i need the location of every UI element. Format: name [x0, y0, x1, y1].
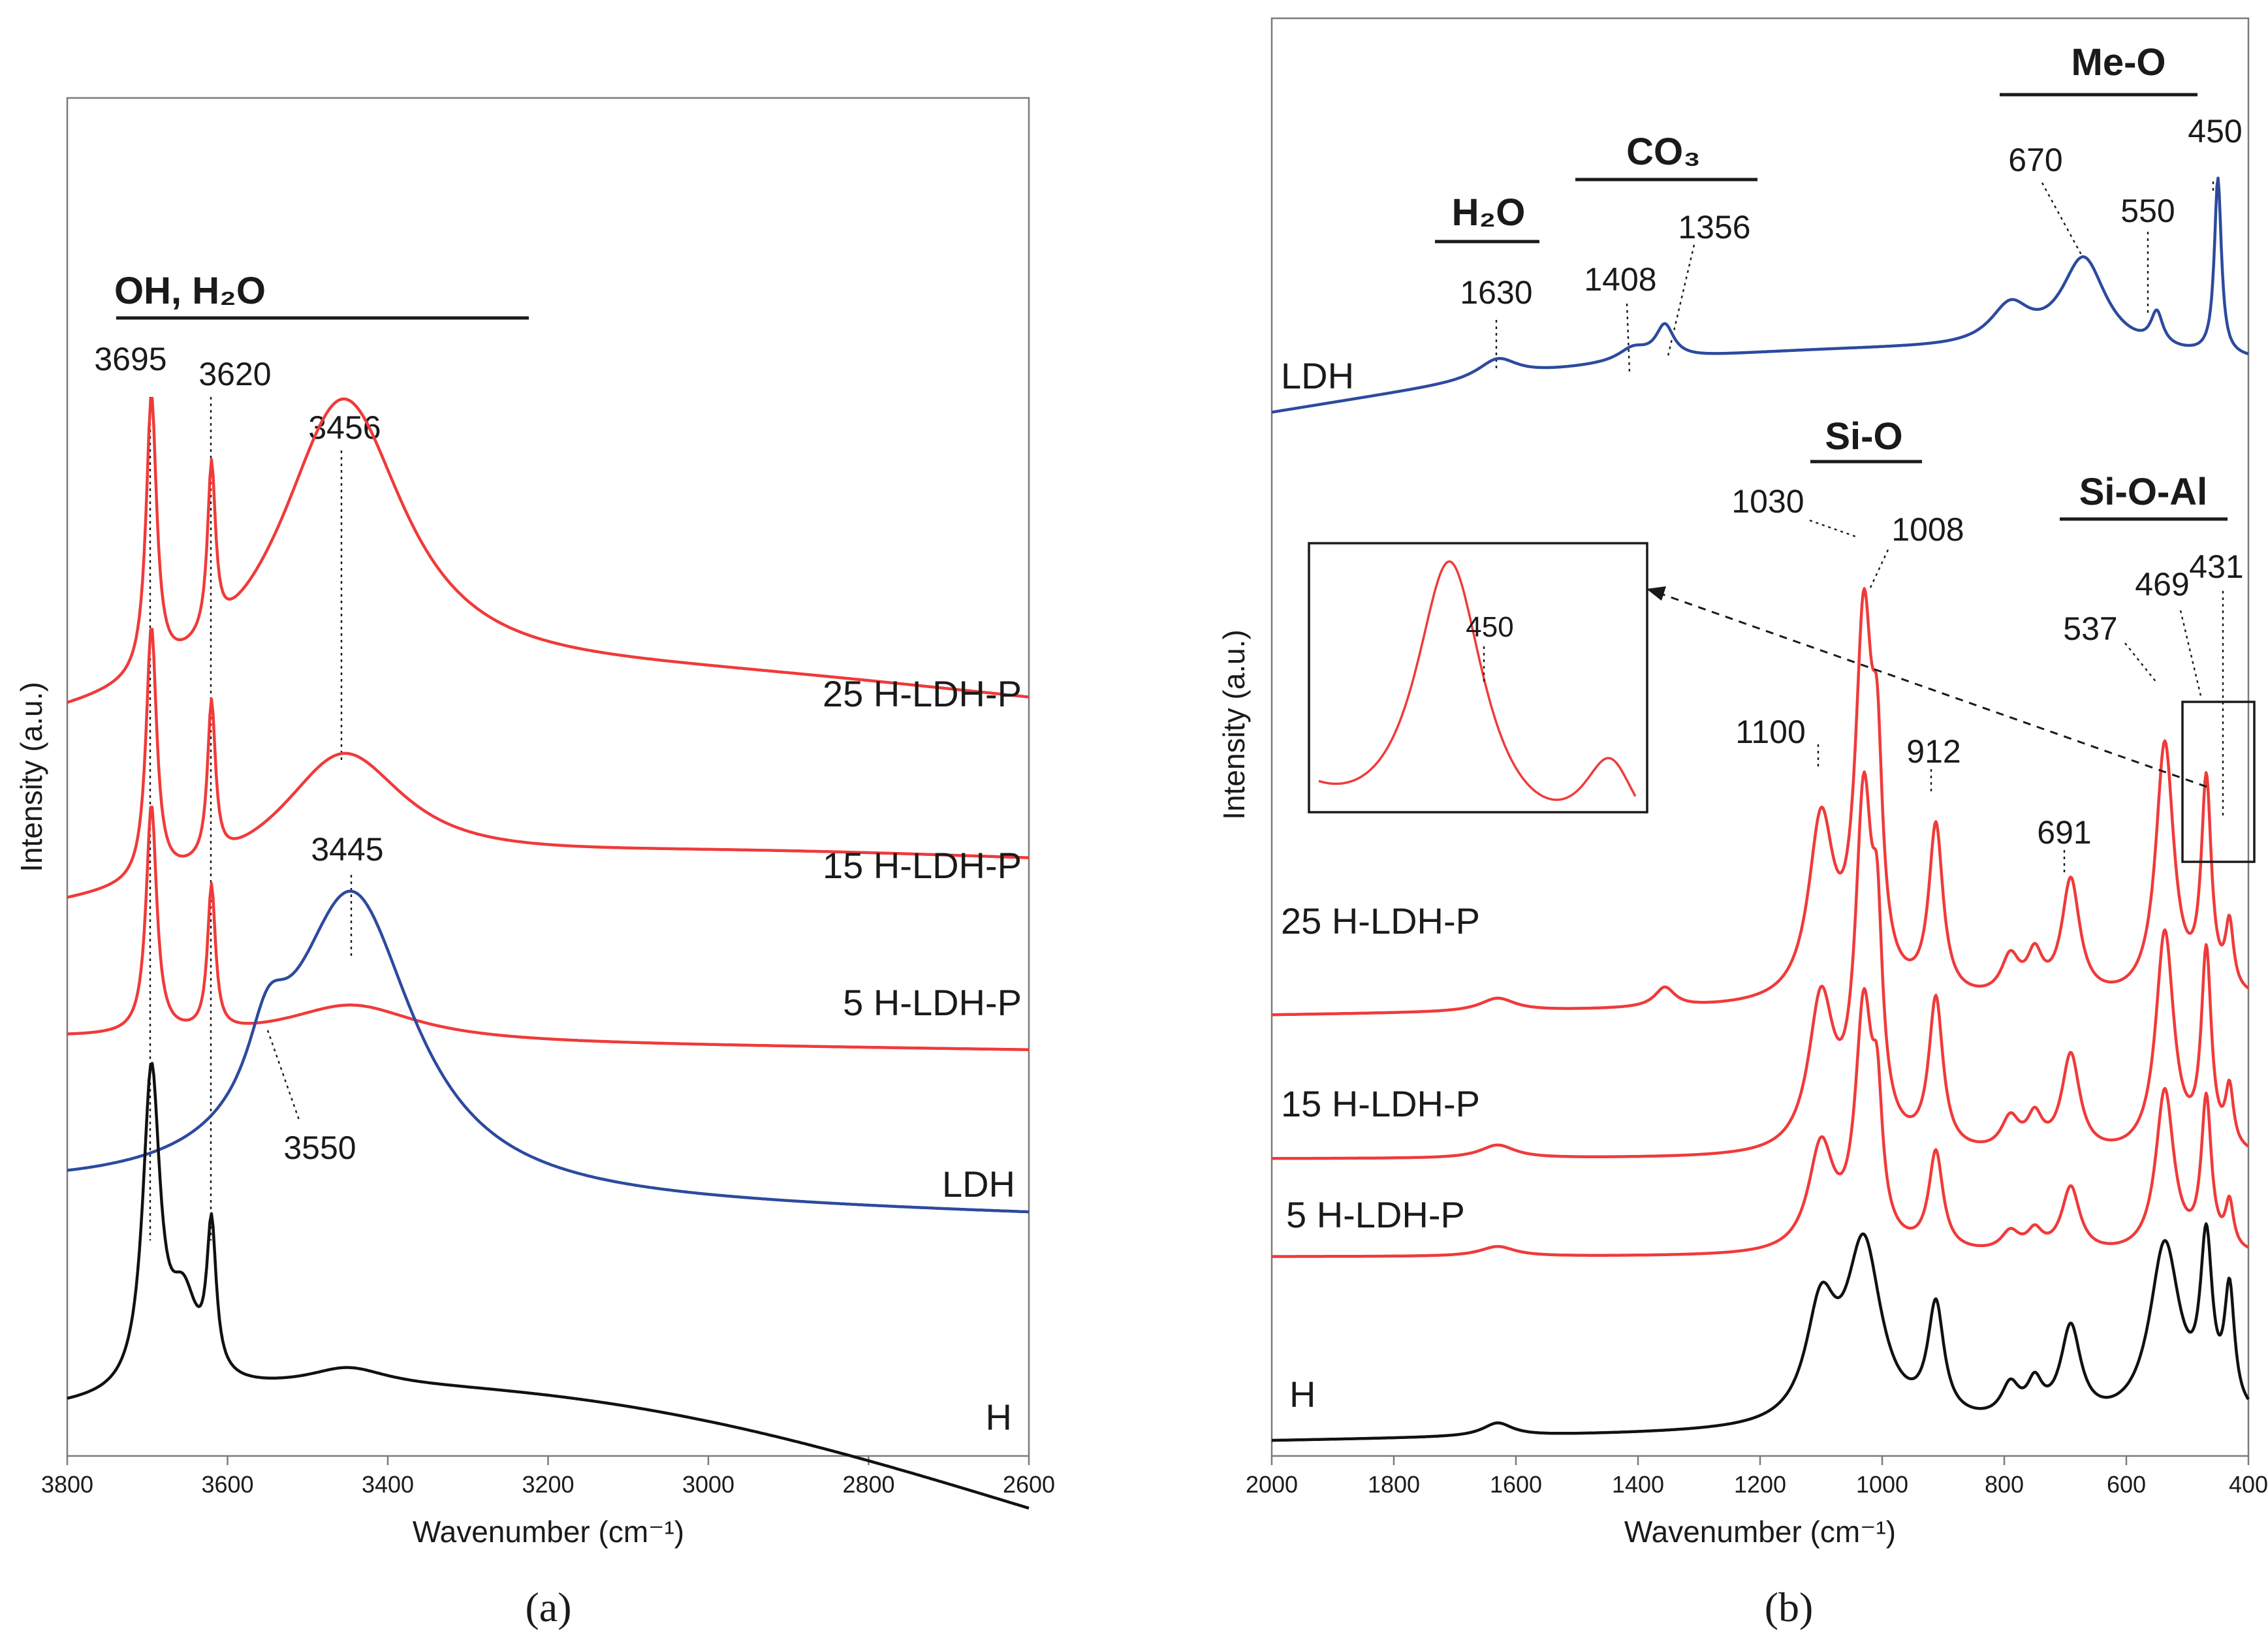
panel-a-peak-label-3550: 3550: [283, 1130, 356, 1166]
panel-a-leader-3550: [266, 1030, 300, 1120]
panel-b-peak-label-1630: 1630: [1460, 274, 1532, 311]
panel-a-label-15-h-ldh-p: 15 H-LDH-P: [823, 845, 1022, 886]
panel-b-inset-spectrum: [1318, 560, 1637, 801]
panel-a-caption: (a): [525, 1584, 571, 1630]
panel-a-x-tick-label: 2800: [842, 1471, 894, 1498]
panel-a-peak-label-3620: 3620: [198, 356, 271, 392]
panel-b-peak-label-1008: 1008: [1891, 511, 1964, 548]
panel-b-peak-label-912: 912: [1906, 733, 1961, 770]
panel-b-zoom-box: [2181, 701, 2256, 863]
panel-a-x-tick-label: 2600: [1003, 1471, 1055, 1498]
panel-a-x-tick-label: 3200: [522, 1471, 574, 1498]
panel-b-leader-1408: [1626, 303, 1631, 373]
panel-b-si-o-al-label: Si-O-Al: [2079, 471, 2208, 513]
panel-b-leader-1030: [1809, 519, 1857, 538]
panel-b-x-tick-label: 1000: [1856, 1471, 1908, 1498]
panel-b-leader-537: [2124, 642, 2157, 683]
panel-b-leader-469: [2179, 610, 2203, 699]
panel-b-peak-label-1408: 1408: [1584, 261, 1656, 298]
panel-b-y-axis-title: Intensity (a.u.): [1217, 629, 1251, 819]
panel-b-leader-670: [2041, 182, 2083, 255]
panel-b-label-ldh: LDH: [1281, 355, 1354, 396]
panel-b-peak-label-1356: 1356: [1678, 209, 1750, 245]
panel-b-x-tick-label: 400: [2229, 1471, 2268, 1498]
panel-b-label-15-h-ldh-p: 15 H-LDH-P: [1281, 1083, 1480, 1124]
panel-b-series-15-h-ldh-p: [1271, 770, 2250, 1160]
panel-b-x-tick-label: 1400: [1612, 1471, 1664, 1498]
panel-b-x-ticks: 2000 1800 1600 1400 1200 1000 800 600 400: [1246, 1456, 2268, 1498]
panel-a-y-axis-title: Intensity (a.u.): [14, 682, 48, 872]
panel-b-peak-label-550: 550: [2120, 193, 2175, 229]
panel-a-chart: 3800 3600 3400 3200 3000 2800 2600 Wavenumber …: [14, 97, 1055, 1630]
panel-b-label-h: H: [1289, 1374, 1315, 1415]
panel-b-x-tick-label: 1800: [1368, 1471, 1420, 1498]
panel-a-series-15-h-ldh-p: [67, 627, 1030, 899]
panel-a-x-tick-label: 3400: [362, 1471, 414, 1498]
panel-a-series-h: [67, 1062, 1030, 1510]
panel-b-series-5-h-ldh-p: [1271, 987, 2250, 1258]
panel-a-series-25-h-ldh-p: [67, 396, 1030, 704]
panel-b-co3-label: CO₃: [1626, 131, 1701, 173]
panel-a-label-h: H: [986, 1397, 1012, 1438]
panel-b-inset-frame: [1308, 542, 1648, 814]
panel-b-peak-label-691: 691: [2037, 814, 2091, 851]
panel-a-oh-h2o-label: OH, H₂O: [114, 270, 266, 312]
panel-b-chart: 2000 1800 1600 1400 1200 1000 800 600 400 Wavenu…: [1217, 17, 2268, 1630]
panel-b-inset-arrowhead: [1646, 586, 1666, 601]
panel-b-si-o-label: Si-O: [1825, 415, 1902, 458]
panel-b-caption: (b): [1765, 1584, 1814, 1630]
panel-b-series-ldh: [1271, 176, 2249, 414]
panel-b-inset-peak-label: 450: [1466, 611, 1513, 643]
panel-b-inset-arrow: [1658, 592, 2207, 788]
panel-b-peak-label-670: 670: [2008, 142, 2062, 178]
panel-b-peak-label-450: 450: [2188, 113, 2242, 150]
panel-b-x-tick-label: 600: [2107, 1471, 2146, 1498]
panel-b-series-h: [1271, 1222, 2250, 1442]
panel-a-x-axis-title: Wavenumber (cm⁻¹): [413, 1515, 684, 1549]
panel-a-series-5-h-ldh-p: [67, 806, 1029, 1051]
panel-b-series-25-h-ldh-p: [1271, 587, 2250, 1017]
panel-a-x-tick-label: 3600: [201, 1471, 253, 1498]
panel-a-x-tick-label: 3000: [682, 1471, 734, 1498]
panel-b-h2o-label: H₂O: [1452, 191, 1526, 234]
panel-a-peak-label-3445: 3445: [311, 831, 383, 868]
panel-a-x-ticks: 3800 3600 3400 3200 3000 2800 2600: [41, 1456, 1055, 1498]
panel-a-label-ldh: LDH: [942, 1163, 1015, 1205]
panel-a-label-25-h-ldh-p: 25 H-LDH-P: [823, 673, 1022, 714]
panel-b-peak-label-1100: 1100: [1735, 714, 1806, 750]
panel-b-x-tick-label: 2000: [1246, 1471, 1298, 1498]
panel-b-leader-1008: [1869, 549, 1889, 588]
panel-b-leader-1356: [1667, 244, 1695, 356]
panel-b-label-5-h-ldh-p: 5 H-LDH-P: [1286, 1194, 1465, 1235]
panel-b-me-o-label: Me-O: [2071, 41, 2166, 84]
panel-b-peak-label-431: 431: [2189, 548, 2243, 585]
panel-b-peak-label-1030: 1030: [1731, 483, 1804, 520]
panel-a-label-5-h-ldh-p: 5 H-LDH-P: [843, 982, 1022, 1023]
panel-a-series-ldh: [67, 889, 1030, 1214]
panel-b-x-tick-label: 800: [1985, 1471, 2024, 1498]
panel-a-peak-label-3695: 3695: [94, 341, 166, 377]
panel-b-x-tick-label: 1600: [1490, 1471, 1542, 1498]
panel-b-peak-label-537: 537: [2063, 610, 2117, 647]
panel-a-x-tick-label: 3800: [41, 1471, 93, 1498]
panel-b-label-25-h-ldh-p: 25 H-LDH-P: [1281, 900, 1480, 941]
panel-b-peak-label-469: 469: [2135, 566, 2189, 603]
panel-b-x-tick-label: 1200: [1734, 1471, 1786, 1498]
panel-b-x-axis-title: Wavenumber (cm⁻¹): [1624, 1515, 1896, 1549]
